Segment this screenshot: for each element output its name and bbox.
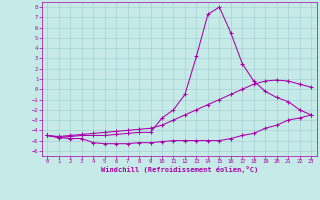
X-axis label: Windchill (Refroidissement éolien,°C): Windchill (Refroidissement éolien,°C) — [100, 166, 258, 173]
